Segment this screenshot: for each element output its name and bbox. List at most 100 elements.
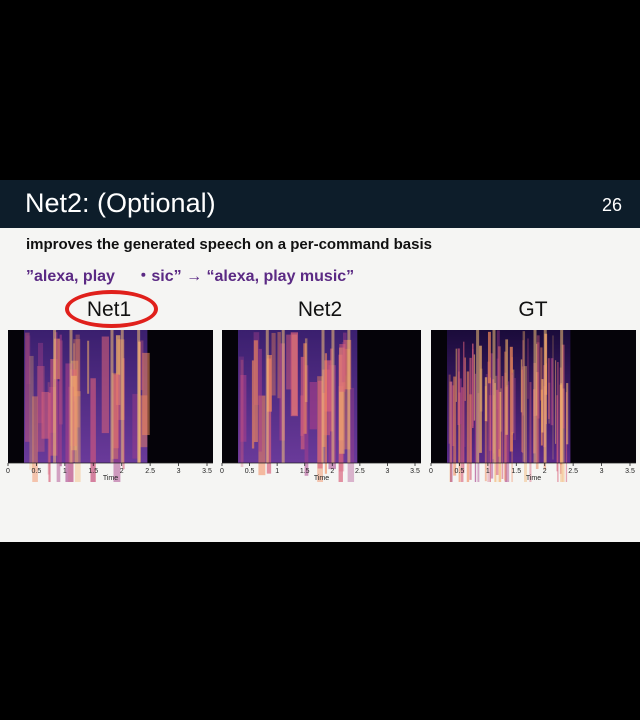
- energy-streak: [547, 358, 550, 419]
- x-tick-label: 3.5: [410, 468, 420, 475]
- energy-streak: [512, 369, 515, 434]
- x-tick-label: 2.5: [355, 468, 365, 475]
- energy-streak: [132, 393, 139, 459]
- spectrogram-gt: 0 0.5 1 1.5 2 2.5 3 3.5 Time: [429, 330, 636, 482]
- energy-streak: [48, 392, 51, 482]
- panel-title-net2: Net2: [297, 298, 343, 321]
- energy-streak: [473, 354, 476, 421]
- energy-streak: [59, 334, 62, 467]
- energy-streak: [561, 388, 565, 482]
- energy-streak: [521, 366, 524, 453]
- energy-streak: [266, 358, 272, 474]
- energy-streak: [511, 357, 514, 482]
- energy-streak: [466, 371, 470, 482]
- energy-streak: [458, 392, 461, 482]
- energy-streak: [540, 347, 543, 401]
- energy-streak: [271, 332, 276, 396]
- energy-streak: [317, 380, 323, 469]
- energy-streak: [511, 374, 513, 435]
- energy-streak: [339, 347, 345, 454]
- energy-streak: [566, 383, 569, 445]
- energy-streak: [495, 389, 499, 475]
- x-tick-label: 0: [429, 468, 433, 475]
- x-tick-label: 3.5: [202, 468, 212, 475]
- energy-streak: [527, 338, 529, 399]
- energy-streak: [142, 352, 150, 436]
- energy-streak: [90, 378, 96, 482]
- energy-streak: [524, 366, 527, 482]
- x-tick-label: 0.5: [245, 468, 255, 475]
- energy-streak: [490, 353, 494, 479]
- energy-streak: [511, 372, 514, 433]
- energy-streak: [522, 331, 526, 462]
- energy-streak: [463, 359, 466, 447]
- energy-streak: [496, 330, 500, 450]
- x-tick-label: 2: [543, 468, 547, 475]
- x-tick-label: 1.5: [88, 468, 98, 475]
- energy-streak: [309, 381, 318, 430]
- x-tick-label: 3: [600, 468, 604, 475]
- energy-streak: [25, 332, 30, 442]
- energy-streak: [505, 339, 509, 435]
- x-tick-label: 2: [120, 468, 124, 475]
- energy-streak: [290, 332, 299, 417]
- energy-streak: [541, 379, 544, 433]
- energy-streak: [115, 335, 121, 405]
- energy-streak: [90, 389, 96, 482]
- energy-streak: [26, 335, 31, 385]
- energy-streak: [460, 387, 464, 482]
- energy-streak: [535, 372, 539, 469]
- energy-streak: [536, 335, 540, 419]
- energy-streak: [556, 395, 559, 472]
- energy-streak: [520, 359, 523, 413]
- title-bar: Net2: (Optional) 26: [0, 180, 640, 228]
- energy-streak: [240, 375, 247, 442]
- energy-streak: [501, 376, 504, 479]
- energy-streak: [339, 344, 346, 392]
- slide-title: Net2: (Optional): [25, 188, 216, 218]
- x-tick-label: 3: [177, 468, 181, 475]
- energy-streak: [111, 372, 119, 459]
- energy-streak: [240, 359, 244, 467]
- energy-streak: [484, 386, 487, 482]
- energy-streak: [73, 339, 81, 397]
- energy-streak: [87, 340, 90, 394]
- energy-streak: [520, 369, 523, 452]
- x-axis-label: Time: [314, 475, 329, 482]
- x-axis-label: Time: [103, 475, 118, 482]
- energy-streak: [552, 335, 554, 460]
- quote-text: ”alexa, play ・sic” → “alexa, play music”: [26, 268, 355, 285]
- x-tick-label: 0: [220, 468, 224, 475]
- energy-band: [137, 330, 141, 463]
- energy-streak: [451, 385, 455, 447]
- energy-streak: [529, 382, 532, 482]
- energy-streak: [347, 387, 355, 482]
- highlight-ring: [65, 290, 158, 328]
- energy-streak: [238, 356, 244, 462]
- x-tick-label: 1: [486, 468, 490, 475]
- x-tick-label: 0: [6, 468, 10, 475]
- energy-streak: [536, 343, 538, 416]
- energy-band: [265, 330, 269, 463]
- energy-streak: [459, 378, 462, 425]
- energy-streak: [251, 360, 255, 449]
- energy-streak: [300, 356, 305, 450]
- energy-streak: [343, 348, 351, 450]
- energy-streak: [536, 342, 540, 463]
- energy-band: [543, 330, 547, 463]
- energy-streak: [32, 396, 38, 482]
- energy-band: [120, 330, 124, 463]
- energy-band: [53, 330, 57, 463]
- energy-streak: [497, 346, 501, 457]
- page-number: 26: [601, 195, 622, 215]
- x-tick-label: 0.5: [32, 468, 42, 475]
- energy-streak: [267, 354, 272, 412]
- energy-streak: [507, 381, 510, 482]
- energy-streak: [550, 358, 554, 426]
- energy-band: [69, 330, 73, 463]
- energy-streak: [29, 355, 34, 470]
- energy-streak: [113, 374, 119, 449]
- energy-streak: [71, 375, 77, 451]
- energy-streak: [37, 342, 44, 424]
- energy-streak: [487, 331, 491, 384]
